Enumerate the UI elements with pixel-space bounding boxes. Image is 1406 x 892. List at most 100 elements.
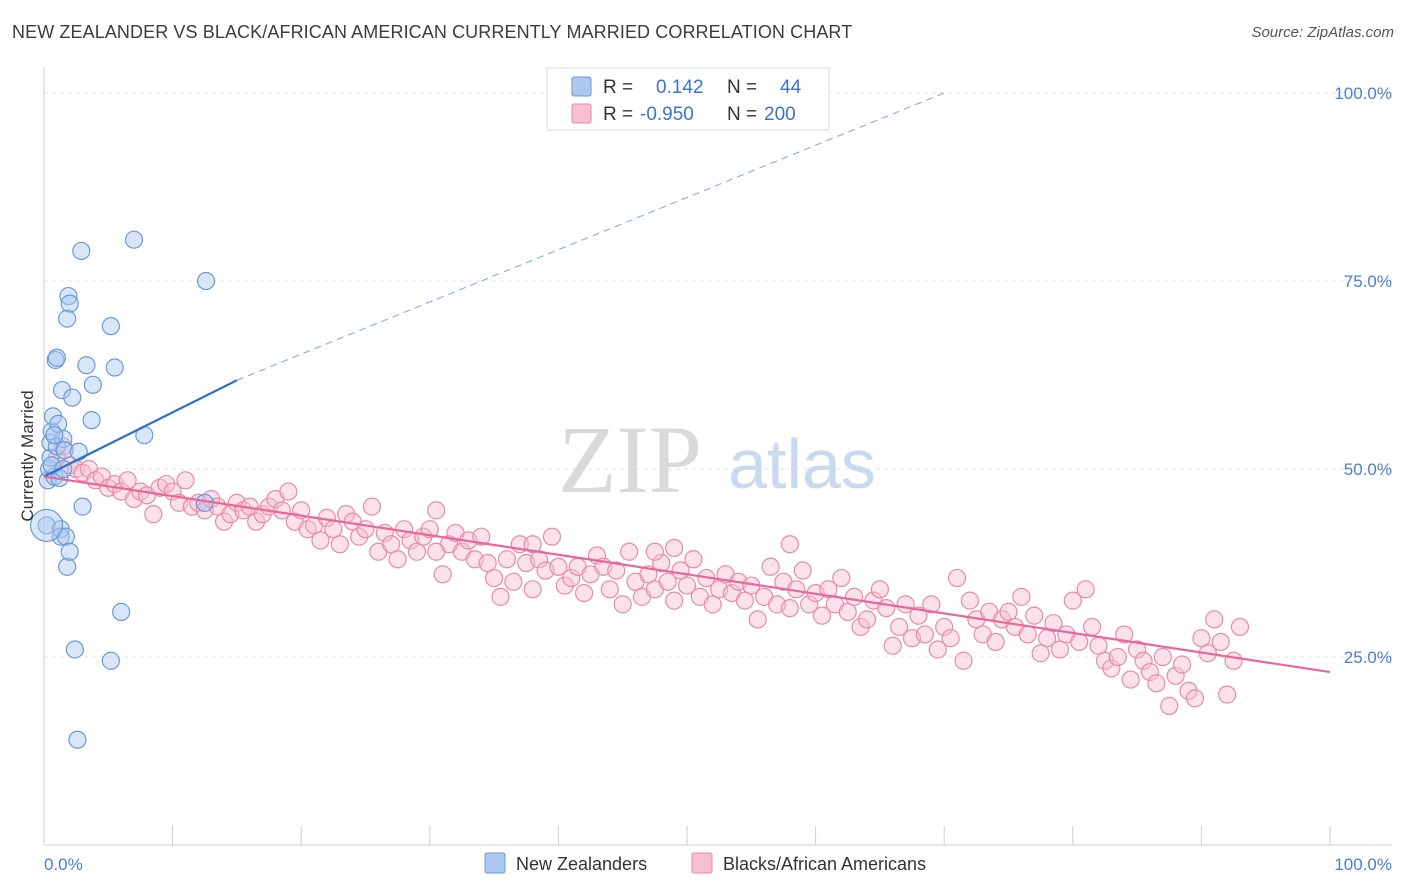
data-point: [51, 527, 70, 546]
chart-source: Source: ZipAtlas.com: [1251, 24, 1394, 41]
axes: [43, 67, 1392, 846]
data-point: [45, 426, 64, 445]
data-point: [793, 561, 812, 580]
data-point: [1115, 625, 1134, 644]
data-point: [1031, 644, 1050, 663]
data-point: [157, 474, 176, 494]
data-point: [1127, 640, 1147, 659]
data-point: [542, 527, 562, 546]
data-point: [1211, 632, 1230, 652]
data-point: [883, 636, 902, 655]
data-point: [832, 568, 851, 588]
legend-swatch-new-zealanders: [571, 76, 592, 97]
data-point: [491, 587, 510, 606]
trend-lines: [43, 92, 1331, 674]
data-point: [1192, 629, 1211, 648]
data-point: [37, 516, 56, 535]
data-point: [665, 591, 684, 610]
data-point: [196, 271, 216, 291]
data-point: [77, 356, 96, 375]
data-point: [65, 640, 84, 659]
data-point: [41, 448, 60, 467]
data-point: [999, 602, 1018, 621]
data-point: [504, 572, 523, 591]
data-point: [857, 610, 877, 629]
data-point: [613, 595, 632, 614]
data-point: [845, 587, 864, 606]
data-point: [1166, 666, 1185, 685]
data-point: [941, 629, 960, 648]
data-point: [877, 599, 896, 618]
gridlines: [44, 92, 1392, 658]
watermark-atlas: atlas: [728, 425, 876, 503]
data-point: [1076, 580, 1095, 599]
data-point: [1218, 685, 1237, 704]
data-point: [838, 602, 857, 621]
data-point: [523, 580, 542, 599]
data-point: [658, 572, 677, 591]
data-point: [52, 380, 72, 400]
data-point: [105, 358, 124, 377]
data-point: [68, 730, 87, 749]
data-point: [947, 568, 967, 588]
y-tick-label: 100.0%: [1334, 84, 1392, 103]
x-tick-label: 100.0%: [1334, 855, 1392, 874]
data-point: [800, 595, 819, 614]
data-point: [780, 535, 799, 554]
data-point: [684, 550, 703, 569]
data-point: [47, 348, 66, 367]
trend-line-new-zealanders-extension: [236, 92, 945, 381]
legend-bottom-label-new-zealanders: New Zealanders: [516, 854, 647, 874]
data-point: [1134, 651, 1153, 670]
data-point: [414, 527, 433, 546]
data-point: [986, 632, 1005, 652]
y-tick-label: 75.0%: [1344, 272, 1392, 291]
data-point: [954, 651, 973, 670]
legend-n-value: 44: [780, 77, 802, 98]
data-point: [176, 471, 195, 490]
data-point: [356, 520, 375, 539]
data-point: [665, 538, 684, 558]
data-point: [935, 617, 954, 637]
legend-bottom: New Zealanders Blacks/African Americans: [484, 852, 926, 874]
data-point: [1205, 610, 1224, 629]
data-point: [112, 602, 131, 621]
data-point: [72, 241, 91, 261]
data-point: [427, 501, 446, 520]
data-point: [324, 520, 343, 539]
data-point: [555, 576, 574, 595]
data-point: [1224, 651, 1243, 670]
data-point: [101, 317, 120, 336]
data-point: [1108, 647, 1127, 667]
data-point: [427, 542, 446, 561]
data-point: [1012, 587, 1031, 606]
data-point: [812, 606, 832, 625]
y-axis-label: Currently Married: [18, 390, 37, 521]
legend-top: R = 0.142 N = 44 R = -0.950 N = 200: [546, 67, 830, 131]
data-point: [311, 531, 330, 550]
y-tick-label: 25.0%: [1344, 648, 1392, 667]
chart-title: NEW ZEALANDER VS BLACK/AFRICAN AMERICAN …: [12, 22, 853, 42]
data-point: [63, 388, 82, 407]
data-point: [485, 568, 504, 588]
y-tick-labels: 25.0% 50.0% 75.0% 100.0%: [1334, 84, 1392, 667]
data-point: [1102, 659, 1121, 678]
data-point: [1185, 689, 1205, 708]
data-point: [60, 542, 79, 561]
legend-r-value: -0.950: [640, 104, 694, 125]
y-tick-label: 50.0%: [1344, 460, 1392, 479]
legend-n-label: N =: [727, 104, 757, 125]
data-point: [247, 512, 266, 531]
data-point: [575, 583, 594, 603]
data-point: [922, 595, 941, 614]
data-point: [144, 505, 163, 524]
data-point: [600, 580, 619, 599]
data-point: [330, 535, 349, 554]
legend-bottom-swatch-blacks: [691, 852, 713, 874]
data-point: [58, 557, 77, 576]
legend-n-label: N =: [727, 77, 757, 98]
data-point: [1089, 636, 1108, 655]
data-point: [388, 550, 407, 569]
data-point: [1044, 614, 1063, 633]
